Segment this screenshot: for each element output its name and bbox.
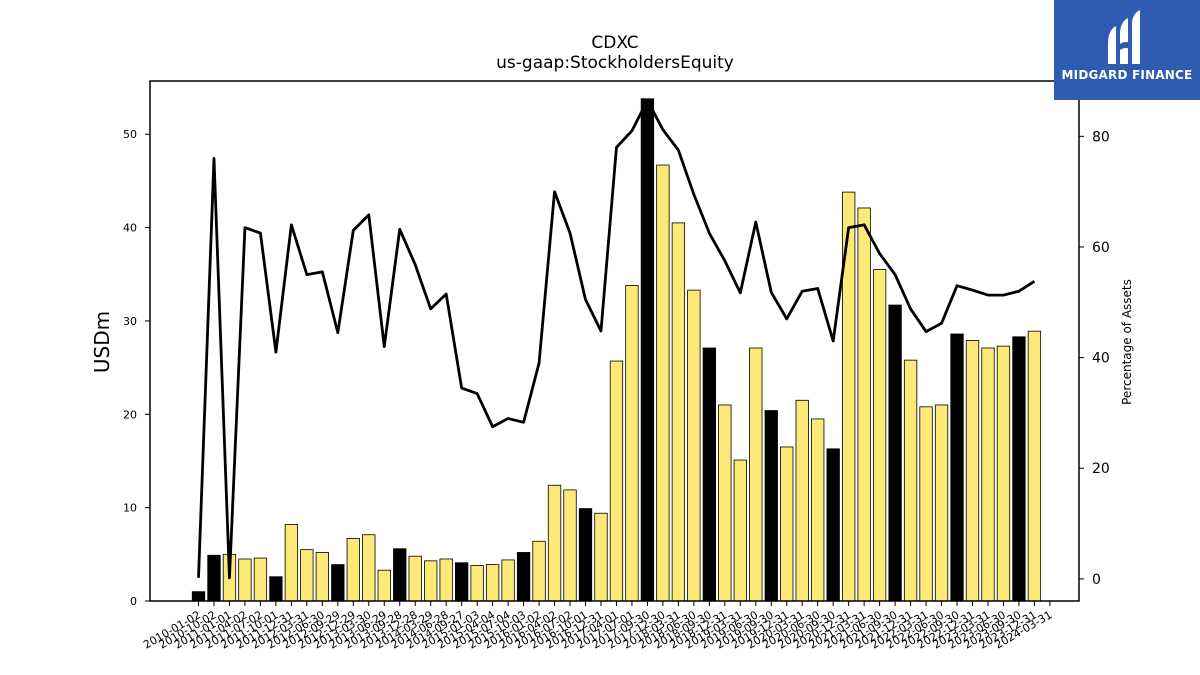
bar	[470, 565, 484, 602]
bar	[996, 345, 1011, 602]
line-layer	[197, 98, 1036, 580]
bar	[300, 549, 314, 602]
plot-frame	[149, 80, 1080, 602]
bar	[501, 559, 515, 602]
bar	[377, 569, 391, 602]
bar	[903, 359, 918, 602]
bar	[393, 548, 407, 602]
y-axis-left: 0 10 20 30 40 50	[123, 128, 150, 608]
bar	[547, 484, 562, 602]
bar	[346, 538, 360, 602]
bar	[331, 564, 345, 602]
bar	[455, 562, 469, 602]
bar	[362, 534, 376, 602]
y2-tick-label: 40	[1092, 351, 1110, 367]
y-axis-label: USDm	[90, 311, 114, 373]
bar	[687, 289, 701, 602]
y-tick-label: 50	[123, 128, 137, 141]
bar	[811, 418, 825, 602]
bar	[919, 406, 933, 602]
bar	[207, 554, 221, 602]
bar	[485, 564, 500, 602]
bar	[609, 360, 624, 602]
percentage-line	[197, 98, 1036, 580]
bar	[408, 555, 422, 602]
bar	[516, 552, 531, 602]
y2-tick-label: 80	[1092, 129, 1110, 145]
y-tick-label: 0	[130, 595, 137, 608]
y-tick-label: 40	[123, 222, 137, 235]
bar	[934, 404, 949, 602]
bar	[826, 448, 840, 602]
bar	[671, 222, 686, 602]
bar	[315, 552, 329, 602]
chart-subtitle: us-gaap:StockholdersEquity	[496, 53, 734, 73]
bar	[439, 558, 453, 602]
bar	[625, 285, 639, 602]
bar	[640, 98, 655, 602]
midgard-finance-logo: MIDGARD FINANCE	[1054, 0, 1200, 100]
chart-title: CDXC	[591, 33, 638, 53]
bar	[532, 540, 546, 602]
bar	[888, 304, 902, 602]
logo-text: MIDGARD FINANCE	[1061, 68, 1193, 82]
bar	[594, 512, 608, 602]
y-tick-label: 10	[123, 502, 137, 515]
bar	[424, 560, 438, 602]
bar	[269, 576, 283, 602]
y-axis-right: 0 20 40 60 80	[1079, 129, 1110, 588]
bar	[563, 489, 577, 602]
y2-tick-label: 60	[1092, 240, 1110, 256]
y2-tick-label: 0	[1092, 572, 1101, 588]
bar	[238, 558, 252, 602]
bar	[578, 508, 593, 602]
logo-mark-icon	[1108, 10, 1140, 64]
bar	[718, 404, 732, 602]
bar	[764, 410, 778, 602]
y-tick-label: 20	[123, 408, 137, 421]
bar	[702, 347, 716, 602]
bar	[733, 459, 747, 602]
bar	[795, 399, 809, 602]
bar	[284, 524, 299, 602]
bar	[981, 347, 995, 602]
bar	[253, 557, 268, 602]
bar	[1012, 336, 1026, 602]
bar	[656, 164, 670, 602]
bar	[857, 207, 871, 602]
y2-axis-label: Percentage of Assets	[1120, 279, 1134, 405]
bar	[965, 340, 980, 602]
y2-tick-label: 20	[1092, 461, 1110, 477]
bar	[950, 333, 964, 602]
bars-layer	[191, 98, 1042, 602]
bar	[780, 446, 794, 602]
bar	[749, 347, 763, 602]
bar	[872, 269, 887, 602]
y-tick-label: 30	[123, 315, 137, 328]
bar	[1027, 330, 1042, 602]
x-axis: 2010-01-022010-10-022011-01-012011-04-02…	[141, 601, 1054, 652]
bar	[191, 591, 206, 602]
